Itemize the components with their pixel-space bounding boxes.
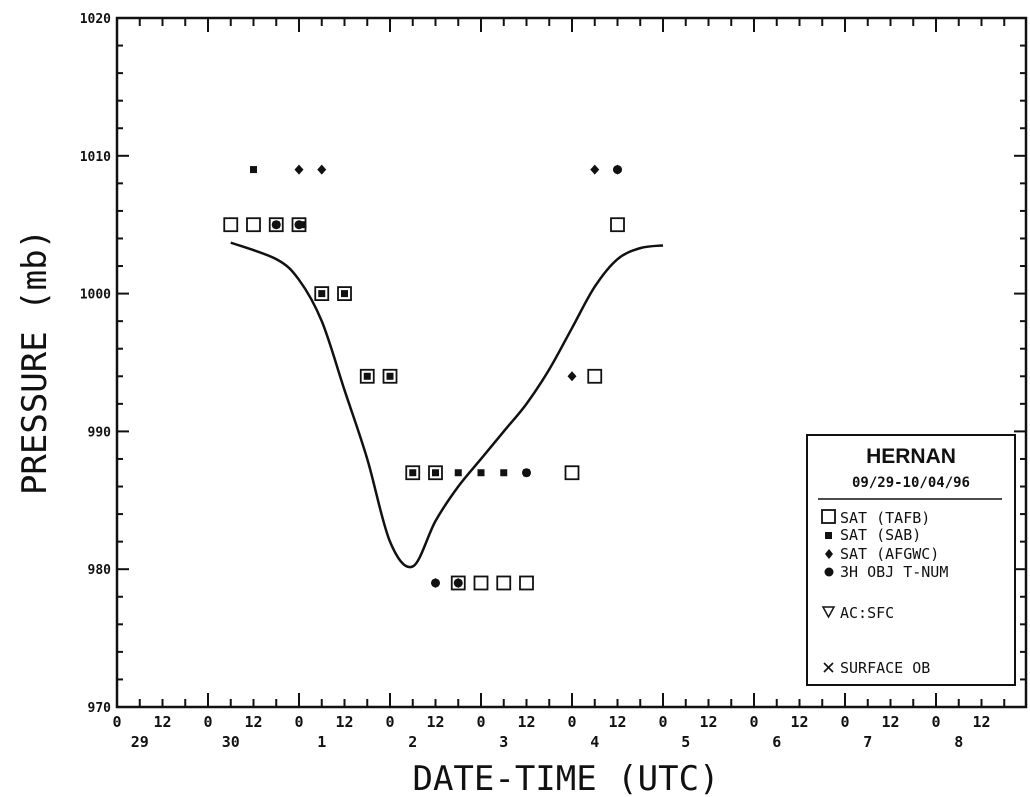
sab-marker — [432, 469, 439, 477]
tnum-marker — [294, 220, 304, 230]
x-tick-label-day: 29 — [131, 733, 149, 751]
x-tick-label-hour: 0 — [840, 713, 849, 731]
tafb-marker — [223, 217, 239, 233]
x-tick-label-hour: 12 — [426, 713, 444, 731]
legend-item-ac-sfc: AC:SFC — [840, 604, 894, 622]
x-tick-label-day: 1 — [317, 733, 326, 751]
tnum-marker — [431, 578, 440, 588]
tafb-marker — [519, 575, 534, 591]
tafb-marker — [587, 368, 603, 384]
legend-diamond-icon — [825, 549, 833, 559]
tafb-marker — [473, 575, 489, 591]
x-tick-label-hour: 12 — [244, 713, 262, 731]
x-tick-label-hour: 12 — [699, 713, 717, 731]
best-track-curve — [230, 241, 664, 569]
legend-small-square-icon — [825, 532, 832, 539]
x-tick-label-hour: 12 — [517, 713, 535, 731]
tnum-marker — [613, 165, 622, 175]
x-tick-label-hour: 12 — [335, 713, 353, 731]
sab-marker — [409, 469, 417, 477]
x-tick-label-hour: 0 — [294, 713, 303, 731]
y-tick-label: 980 — [88, 563, 112, 578]
legend-item-tafb: SAT (TAFB) — [840, 509, 930, 527]
y-axis-title: PRESSURE (mb) — [15, 229, 55, 495]
x-tick-label-day: 3 — [499, 733, 508, 751]
x-tick-label-hour: 12 — [153, 713, 171, 731]
legend: HERNAN 09/29-10/04/96 SAT (TAFB) SAT (SA… — [806, 434, 1016, 686]
x-tick-label-hour: 12 — [608, 713, 626, 731]
tafb-marker — [246, 217, 261, 233]
afgwc-marker — [317, 164, 327, 175]
afgwc-marker — [294, 164, 304, 175]
x-tick-label-hour: 12 — [972, 713, 990, 731]
x-tick-label-day: 7 — [863, 733, 872, 751]
y-tick-labels: 970 980 990 1000 1010 1020 — [80, 12, 111, 716]
legend-triangle-down-icon — [821, 606, 836, 619]
sab-marker — [318, 290, 326, 298]
x-tick-label-hour: 0 — [567, 713, 576, 731]
sab-marker — [386, 372, 394, 380]
x-tick-label-hour: 0 — [203, 713, 212, 731]
legend-item-surface-ob: SURFACE OB — [840, 659, 930, 677]
x-tick-label-hour: 0 — [931, 713, 940, 731]
tafb-marker — [496, 575, 512, 591]
x-tick-label-hour: 12 — [881, 713, 899, 731]
x-tick-label-day: 4 — [590, 733, 599, 751]
sab-marker — [477, 469, 485, 477]
y-tick-label: 1010 — [80, 150, 111, 165]
x-axis-title: DATE-TIME (UTC) — [412, 759, 719, 797]
x-tick-label-hour: 0 — [112, 713, 121, 731]
x-tick-label-hour: 0 — [658, 713, 667, 731]
x-tick-label-day: 30 — [222, 733, 240, 751]
legend-box — [806, 434, 1016, 686]
legend-x-icon — [823, 662, 834, 673]
tafb-marker — [564, 465, 580, 481]
tnum-marker — [522, 468, 531, 478]
tafb-marker — [610, 217, 625, 233]
tnum-marker — [271, 220, 281, 230]
sab-marker — [363, 372, 371, 380]
sab-marker — [454, 469, 462, 477]
afgwc-marker — [567, 371, 577, 382]
legend-item-sab: SAT (SAB) — [840, 526, 921, 544]
x-tick-label-day: 5 — [681, 733, 690, 751]
legend-date-range: 09/29-10/04/96 — [852, 475, 970, 491]
x-tick-label-day: 6 — [772, 733, 781, 751]
x-tick-label-day: 2 — [408, 733, 417, 751]
x-tick-label-hour: 0 — [385, 713, 394, 731]
y-tick-label: 1000 — [80, 288, 111, 303]
y-tick-label: 1020 — [80, 12, 111, 27]
afgwc-marker — [590, 164, 600, 175]
axis-ticks — [116, 17, 1026, 708]
x-tick-label-hour: 0 — [749, 713, 758, 731]
sab-marker — [500, 469, 508, 477]
sab-marker — [250, 166, 257, 174]
x-tick-label-hour: 12 — [790, 713, 808, 731]
x-tick-label-day: 8 — [954, 733, 963, 751]
legend-item-afgwc: SAT (AFGWC) — [840, 545, 939, 563]
tnum-marker — [453, 578, 463, 588]
y-tick-label: 970 — [88, 701, 112, 716]
y-tick-label: 990 — [88, 425, 112, 440]
legend-title: HERNAN — [866, 445, 956, 468]
legend-item-tnum: 3H OBJ T-NUM — [840, 563, 948, 581]
legend-open-square-icon — [821, 509, 836, 524]
x-tick-label-hour: 0 — [476, 713, 485, 731]
legend-octagon-icon — [824, 567, 834, 577]
sab-marker — [341, 290, 348, 298]
data-markers — [223, 164, 625, 591]
